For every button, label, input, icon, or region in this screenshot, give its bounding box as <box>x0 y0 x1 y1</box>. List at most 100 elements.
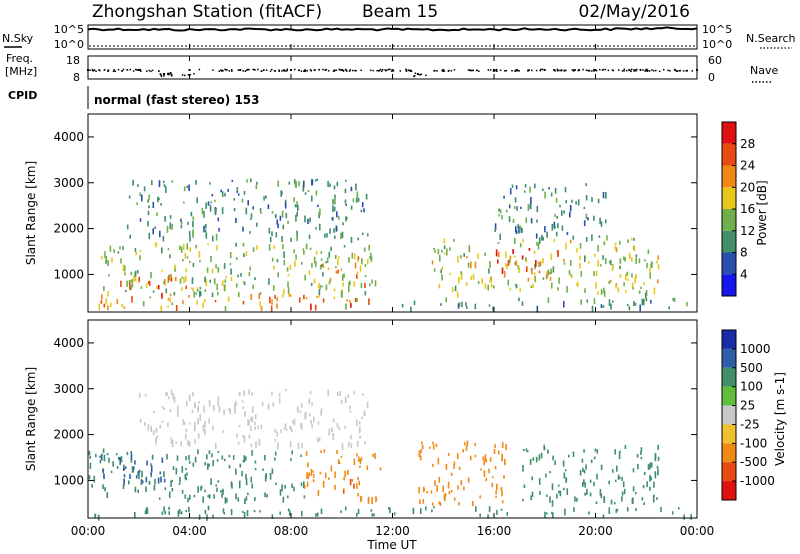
velocity-cell <box>172 466 175 470</box>
x-axis-title: Time UT <box>366 538 417 552</box>
velocity-cell <box>188 394 191 402</box>
power-cell <box>337 259 339 266</box>
velocity-cell <box>112 461 114 467</box>
velocity-cell <box>322 480 325 488</box>
power-cell <box>195 292 197 295</box>
power-cell <box>296 201 298 208</box>
power-cell <box>287 274 290 277</box>
velocity-cell <box>267 403 270 410</box>
freq-sample <box>129 68 131 71</box>
power-cell <box>460 271 462 275</box>
power-cell <box>313 278 316 284</box>
power-cell <box>615 247 618 253</box>
power-cell <box>223 263 226 269</box>
velocity-cell <box>593 456 596 460</box>
freq-sample <box>618 69 620 71</box>
velocity-cell <box>171 488 174 492</box>
power-cell <box>603 290 606 297</box>
freq-sample <box>414 72 417 74</box>
power-cell <box>293 179 296 184</box>
freq-sample <box>642 69 644 71</box>
freq-sample <box>595 69 598 72</box>
freq-sample <box>554 70 556 72</box>
power-cell <box>579 263 581 269</box>
power-cell <box>530 285 533 288</box>
freq-sample <box>386 69 388 71</box>
velocity-cell <box>559 490 562 497</box>
power-cell <box>647 249 650 254</box>
power-cell <box>129 283 131 290</box>
power-cell <box>342 282 344 287</box>
velocity-cell <box>115 453 118 456</box>
power-cell <box>205 224 207 229</box>
power-cell <box>199 290 201 298</box>
velocity-cell <box>287 508 290 512</box>
power-cell <box>569 239 572 244</box>
power-cell <box>528 248 531 251</box>
x-tick-label: 00:00 <box>71 524 106 538</box>
cpid-text: normal (fast stereo) 153 <box>94 93 260 107</box>
power-cell <box>565 200 567 204</box>
power-cell <box>295 254 297 260</box>
power-cell <box>514 206 516 209</box>
velocity-cell <box>163 478 166 483</box>
velocity-cell <box>208 450 211 455</box>
velocity-cell <box>538 478 541 485</box>
power-cell <box>353 281 356 287</box>
x-tick-label: 20:00 <box>578 524 613 538</box>
velocity-cell <box>178 508 181 514</box>
velocity-cell <box>603 496 605 500</box>
power-cell <box>357 197 360 202</box>
power-cell <box>123 265 126 272</box>
power-cell <box>332 205 334 213</box>
freq-sample <box>499 69 502 71</box>
power-colorbar-tick-label: 12 <box>740 224 755 238</box>
power-cell <box>225 276 227 279</box>
velocity-ytick-label: 1000 <box>53 473 84 487</box>
power-cell <box>216 283 218 290</box>
power-cell <box>250 217 252 220</box>
power-cell <box>293 249 295 254</box>
velocity-cell <box>304 412 306 420</box>
power-cell <box>508 205 511 209</box>
power-cell <box>440 303 442 306</box>
power-cell <box>550 253 553 261</box>
freq-sample <box>505 69 508 72</box>
freq-sample <box>467 69 470 71</box>
power-cell <box>120 280 122 287</box>
power-cell <box>338 215 340 220</box>
power-cell <box>539 260 542 267</box>
velocity-cell <box>635 508 637 512</box>
freq-sample <box>339 69 341 71</box>
power-cell <box>686 301 688 307</box>
power-cell <box>138 276 140 283</box>
power-cell <box>356 298 358 303</box>
power-cell <box>142 301 145 307</box>
velocity-cell <box>139 418 142 423</box>
velocity-cell <box>583 479 585 485</box>
freq-sample <box>476 69 478 72</box>
power-cell <box>192 216 195 221</box>
velocity-cell <box>545 473 547 478</box>
power-cell <box>207 201 210 206</box>
power-cell <box>501 267 504 274</box>
power-cell <box>443 252 446 255</box>
velocity-colorbar-label: Velocity [m s-1] <box>773 372 787 466</box>
velocity-cell <box>375 497 378 502</box>
freq-sample <box>433 70 435 72</box>
power-cell <box>547 269 550 276</box>
velocity-cell <box>336 450 338 454</box>
velocity-cell <box>432 444 435 450</box>
power-cell <box>367 233 369 237</box>
velocity-heatmap <box>88 389 692 521</box>
power-cell <box>608 260 611 264</box>
power-cell <box>111 257 113 263</box>
velocity-cell <box>426 491 428 494</box>
velocity-cell <box>106 492 109 498</box>
power-cell <box>544 191 546 199</box>
power-cell <box>638 290 641 294</box>
velocity-cell <box>538 454 541 461</box>
velocity-cell <box>447 481 450 489</box>
power-cell <box>238 292 240 298</box>
freq-point <box>137 69 140 71</box>
